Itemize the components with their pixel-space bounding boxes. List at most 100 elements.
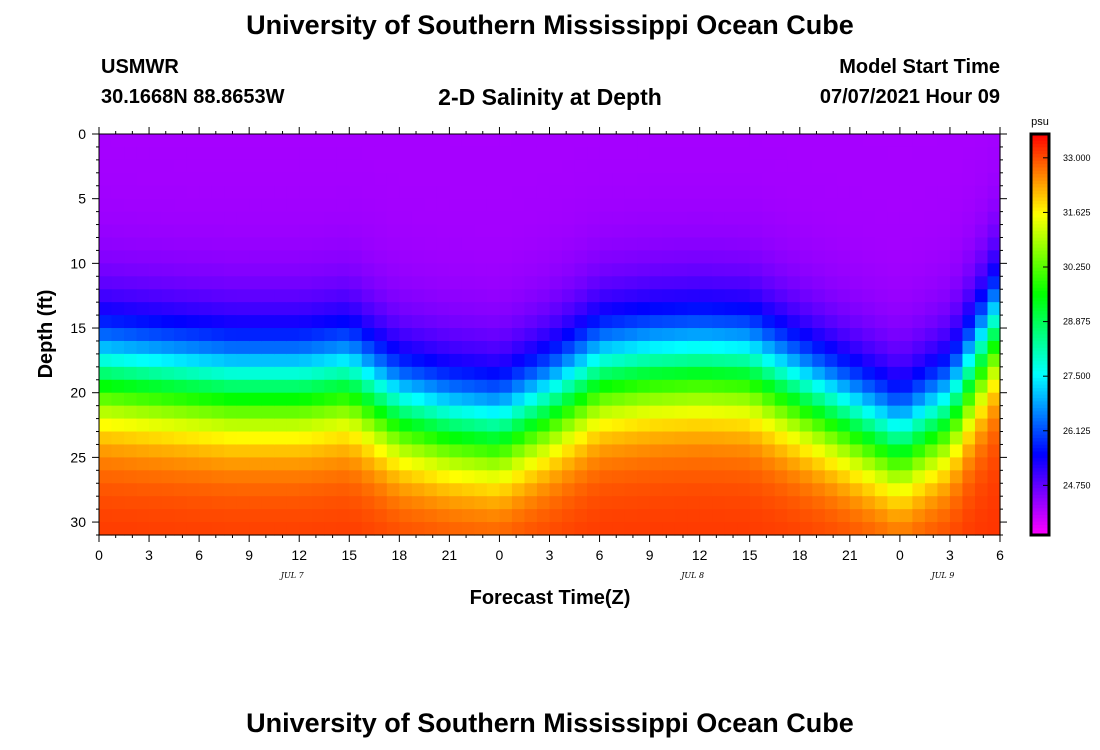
heatmap-cell xyxy=(261,146,275,161)
colorbar-segment xyxy=(1031,200,1049,205)
heatmap-cell xyxy=(524,509,538,523)
heatmap-cell xyxy=(424,444,438,458)
heatmap-cell xyxy=(937,211,951,226)
heatmap-cell xyxy=(774,302,788,316)
heatmap-cell xyxy=(361,315,375,329)
heatmap-cell xyxy=(887,276,901,290)
heatmap-cell xyxy=(136,470,150,484)
heatmap-cell xyxy=(762,483,776,497)
heatmap-cell xyxy=(599,134,613,148)
heatmap-cell xyxy=(474,211,488,226)
heatmap-cell xyxy=(824,250,838,264)
heatmap-cell xyxy=(674,470,688,484)
heatmap-cell xyxy=(211,237,225,252)
heatmap-cell xyxy=(374,340,388,355)
heatmap-cell xyxy=(574,457,588,471)
heatmap-cell xyxy=(699,315,713,329)
heatmap-cell xyxy=(286,276,300,290)
heatmap-cell xyxy=(737,172,751,187)
heatmap-cell xyxy=(386,444,400,458)
heatmap-cell xyxy=(311,470,325,484)
heatmap-cell xyxy=(186,263,200,277)
heatmap-cell xyxy=(574,340,588,355)
heatmap-cell xyxy=(286,302,300,316)
heatmap-cell xyxy=(349,263,363,277)
heatmap-cell xyxy=(186,302,200,316)
heatmap-cell xyxy=(336,340,350,355)
heatmap-cell xyxy=(774,444,788,458)
heatmap-cell xyxy=(99,302,113,316)
colorbar-segment xyxy=(1031,327,1049,332)
heatmap-cell xyxy=(937,159,951,174)
heatmap-cell xyxy=(762,263,776,277)
heatmap-cell xyxy=(787,431,801,446)
heatmap-cell xyxy=(336,315,350,329)
heatmap-cell xyxy=(224,211,238,226)
heatmap-cell xyxy=(461,276,476,290)
heatmap-cell xyxy=(787,198,801,213)
heatmap-cell xyxy=(749,496,763,510)
heatmap-cell xyxy=(962,366,976,381)
heatmap-cell xyxy=(111,289,125,303)
heatmap-cell xyxy=(849,522,863,536)
heatmap-cell xyxy=(699,392,713,407)
heatmap-cell xyxy=(562,366,576,381)
heatmap-cell xyxy=(949,224,964,239)
heatmap-cell xyxy=(274,198,288,213)
heatmap-cell xyxy=(737,366,751,381)
heatmap-cell xyxy=(399,276,413,290)
heatmap-cell xyxy=(874,457,888,471)
heatmap-cell xyxy=(261,418,275,433)
heatmap-cell xyxy=(136,522,150,536)
heatmap-cell xyxy=(124,353,138,368)
heatmap-cell xyxy=(662,366,676,381)
heatmap-cell xyxy=(912,457,926,471)
heatmap-cell xyxy=(962,340,976,355)
heatmap-cell xyxy=(612,418,626,433)
heatmap-cell xyxy=(374,250,388,264)
heatmap-cell xyxy=(612,146,626,161)
heatmap-cell xyxy=(224,509,238,523)
heatmap-cell xyxy=(224,315,238,329)
heatmap-cell xyxy=(674,496,688,510)
heatmap-cell xyxy=(549,366,563,381)
heatmap-cell xyxy=(424,392,438,407)
heatmap-cell xyxy=(949,185,964,200)
colorbar-segment xyxy=(1031,351,1049,356)
heatmap-cell xyxy=(224,159,238,174)
heatmap-cell xyxy=(249,379,263,394)
heatmap-cell xyxy=(587,250,601,264)
heatmap-cell xyxy=(286,250,300,264)
heatmap-cell xyxy=(912,315,926,329)
heatmap-cell xyxy=(599,159,613,174)
heatmap-cell xyxy=(612,392,626,407)
heatmap-cell xyxy=(336,185,350,200)
heatmap-cell xyxy=(562,496,576,510)
heatmap-cell xyxy=(774,315,788,329)
heatmap-cell xyxy=(461,302,476,316)
heatmap-cell xyxy=(799,237,813,252)
heatmap-cell xyxy=(274,392,288,407)
heatmap-cell xyxy=(774,146,788,161)
heatmap-cell xyxy=(762,289,776,303)
heatmap-cell xyxy=(124,276,138,290)
heatmap-cell xyxy=(912,276,926,290)
heatmap-cell xyxy=(862,522,876,536)
heatmap-cell xyxy=(799,198,813,213)
heatmap-cell xyxy=(562,483,576,497)
heatmap-cell xyxy=(774,353,788,368)
heatmap-cell xyxy=(987,185,1001,200)
heatmap-cell xyxy=(386,237,400,252)
heatmap-cell xyxy=(286,418,300,433)
heatmap-cell xyxy=(399,185,413,200)
heatmap-cell xyxy=(749,146,763,161)
colorbar-segment xyxy=(1031,528,1049,533)
heatmap-cell xyxy=(862,159,876,174)
heatmap-cell xyxy=(912,444,926,458)
heatmap-cell xyxy=(424,366,438,381)
heatmap-cell xyxy=(136,276,150,290)
x-tick-label: 18 xyxy=(392,547,408,563)
heatmap-cell xyxy=(474,276,488,290)
heatmap-cell xyxy=(937,250,951,264)
heatmap-cell xyxy=(962,328,976,342)
